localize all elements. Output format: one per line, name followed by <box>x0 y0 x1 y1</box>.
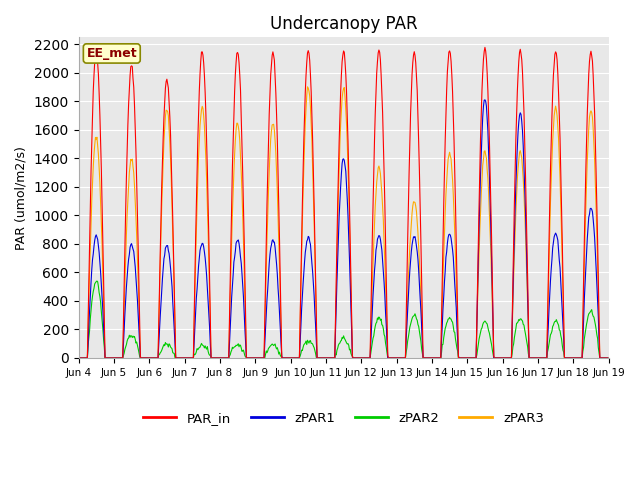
zPAR2 <box>84 342 92 348</box>
zPAR1 <box>220 355 228 361</box>
Line: zPAR1: zPAR1 <box>79 100 608 358</box>
zPAR3 <box>604 355 612 361</box>
Title: Undercanopy PAR: Undercanopy PAR <box>270 15 417 33</box>
PAR_in <box>220 355 228 361</box>
zPAR2 <box>408 316 416 322</box>
zPAR3 <box>84 326 92 332</box>
zPAR1 <box>139 355 147 361</box>
zPAR3 <box>220 355 228 361</box>
Line: PAR_in: PAR_in <box>79 48 608 358</box>
zPAR2 <box>75 355 83 361</box>
Y-axis label: PAR (umol/m2/s): PAR (umol/m2/s) <box>15 146 28 250</box>
zPAR2 <box>221 355 229 361</box>
zPAR2 <box>604 355 612 361</box>
zPAR1 <box>423 355 431 361</box>
zPAR2 <box>93 278 100 284</box>
zPAR1 <box>193 295 200 301</box>
Line: zPAR3: zPAR3 <box>79 87 608 358</box>
Line: zPAR2: zPAR2 <box>79 281 608 358</box>
PAR_in <box>84 317 92 323</box>
zPAR1 <box>408 249 415 254</box>
PAR_in <box>139 355 147 361</box>
PAR_in <box>423 355 431 361</box>
zPAR1 <box>481 97 489 103</box>
PAR_in <box>408 91 415 96</box>
zPAR2 <box>424 355 431 361</box>
zPAR1 <box>75 355 83 361</box>
zPAR1 <box>604 355 612 361</box>
PAR_in <box>75 355 83 361</box>
PAR_in <box>481 45 489 50</box>
Legend: PAR_in, zPAR1, zPAR2, zPAR3: PAR_in, zPAR1, zPAR2, zPAR3 <box>138 406 549 430</box>
zPAR3 <box>75 355 83 361</box>
Text: EE_met: EE_met <box>86 47 137 60</box>
zPAR2 <box>193 346 201 351</box>
zPAR3 <box>408 210 416 216</box>
PAR_in <box>193 203 200 209</box>
zPAR2 <box>140 355 147 361</box>
zPAR3 <box>193 229 200 235</box>
zPAR3 <box>424 355 431 361</box>
zPAR1 <box>84 341 92 347</box>
PAR_in <box>604 355 612 361</box>
zPAR3 <box>303 84 311 90</box>
zPAR3 <box>139 355 147 361</box>
